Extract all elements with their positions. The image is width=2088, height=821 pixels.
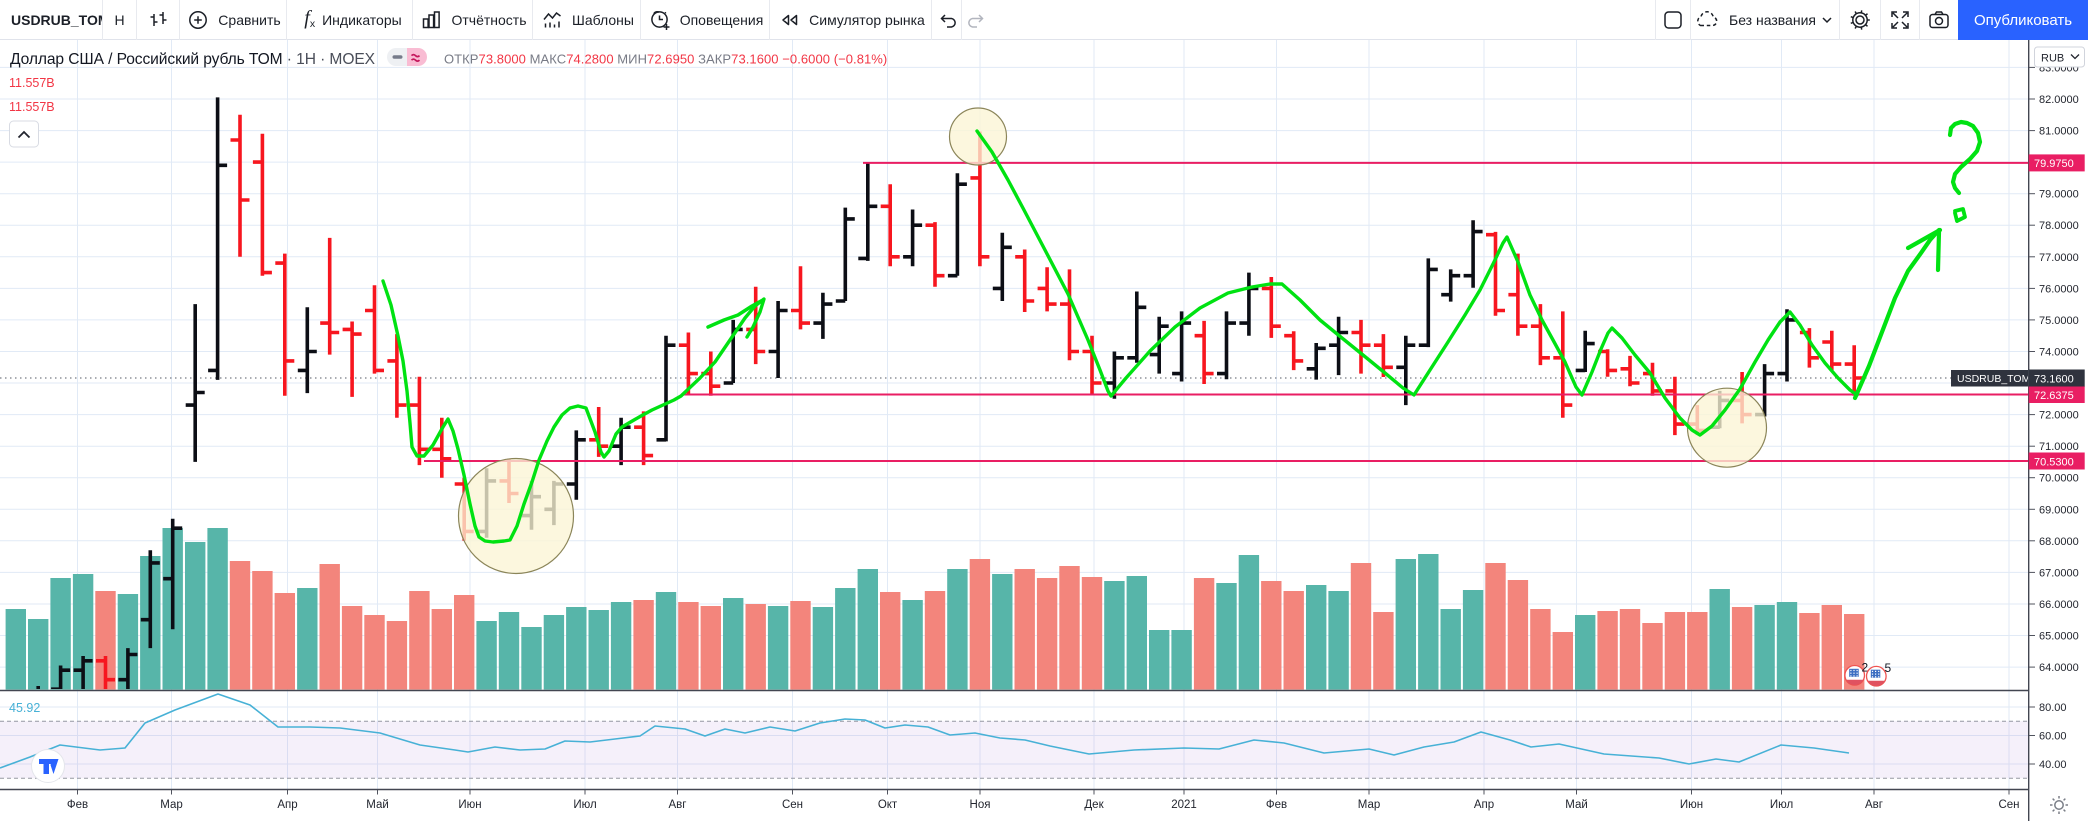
- svg-text:80.00: 80.00: [2039, 702, 2067, 714]
- svg-text:USDRUB_TOM: USDRUB_TOM: [1957, 373, 2030, 385]
- svg-text:65.0000: 65.0000: [2039, 631, 2079, 643]
- svg-text:40.00: 40.00: [2039, 759, 2067, 771]
- svg-text:74.0000: 74.0000: [2039, 347, 2079, 359]
- svg-text:77.0000: 77.0000: [2039, 252, 2079, 264]
- svg-text:2: 2: [1862, 660, 1869, 674]
- svg-text:72.0000: 72.0000: [2039, 410, 2079, 422]
- svg-text:Мар: Мар: [1358, 799, 1381, 811]
- svg-text:Ноя: Ноя: [970, 799, 991, 811]
- svg-text:Фев: Фев: [1266, 799, 1287, 811]
- svg-text:75.0000: 75.0000: [2039, 315, 2079, 327]
- svg-text:ОТКР73.8000 МАКС74.2800 МИН72.: ОТКР73.8000 МАКС74.2800 МИН72.6950 ЗАКР7…: [444, 52, 887, 67]
- svg-text:72.6375: 72.6375: [2034, 390, 2074, 402]
- svg-text:Авг: Авг: [669, 799, 687, 811]
- svg-text:64.0000: 64.0000: [2039, 662, 2079, 674]
- svg-text:60.00: 60.00: [2039, 731, 2067, 743]
- svg-text:2021: 2021: [1171, 799, 1197, 811]
- svg-text:45.92: 45.92: [9, 701, 40, 715]
- svg-text:5: 5: [1885, 661, 1892, 675]
- svg-text:Июн: Июн: [458, 799, 481, 811]
- svg-text:70.5300: 70.5300: [2034, 456, 2074, 468]
- svg-text:68.0000: 68.0000: [2039, 536, 2079, 548]
- svg-text:71.0000: 71.0000: [2039, 441, 2079, 453]
- svg-text:Май: Май: [1565, 799, 1588, 811]
- svg-text:79.9750: 79.9750: [2034, 158, 2074, 170]
- svg-text:Май: Май: [366, 799, 389, 811]
- svg-text:66.0000: 66.0000: [2039, 599, 2079, 611]
- svg-text:Фев: Фев: [67, 799, 88, 811]
- svg-text:82.0000: 82.0000: [2039, 94, 2079, 106]
- svg-text:Апр: Апр: [1474, 799, 1494, 811]
- svg-text:Дек: Дек: [1084, 799, 1104, 811]
- svg-text:11.557B: 11.557B: [9, 100, 55, 114]
- svg-text:Июн: Июн: [1680, 799, 1703, 811]
- svg-text:70.0000: 70.0000: [2039, 473, 2079, 485]
- svg-text:78.0000: 78.0000: [2039, 220, 2079, 232]
- svg-text:Мар: Мар: [160, 799, 183, 811]
- svg-text:Окт: Окт: [878, 799, 898, 811]
- svg-text:Авг: Авг: [1865, 799, 1883, 811]
- svg-text:Сен: Сен: [782, 799, 803, 811]
- svg-text:76.0000: 76.0000: [2039, 283, 2079, 295]
- svg-text:Июл: Июл: [573, 799, 596, 811]
- svg-text:Апр: Апр: [277, 799, 297, 811]
- svg-text:Июл: Июл: [1770, 799, 1793, 811]
- svg-text:RUB: RUB: [2041, 53, 2064, 65]
- svg-text:81.0000: 81.0000: [2039, 126, 2079, 138]
- svg-text:73.1600: 73.1600: [2034, 373, 2074, 385]
- svg-text:79.0000: 79.0000: [2039, 189, 2079, 201]
- svg-text:67.0000: 67.0000: [2039, 567, 2079, 579]
- svg-text:11.557B: 11.557B: [9, 76, 55, 90]
- svg-text:69.0000: 69.0000: [2039, 504, 2079, 516]
- svg-text:Доллар США / Российский рубль: Доллар США / Российский рубль ТОМ · 1H ·…: [10, 51, 376, 68]
- svg-text:Сен: Сен: [1998, 799, 2019, 811]
